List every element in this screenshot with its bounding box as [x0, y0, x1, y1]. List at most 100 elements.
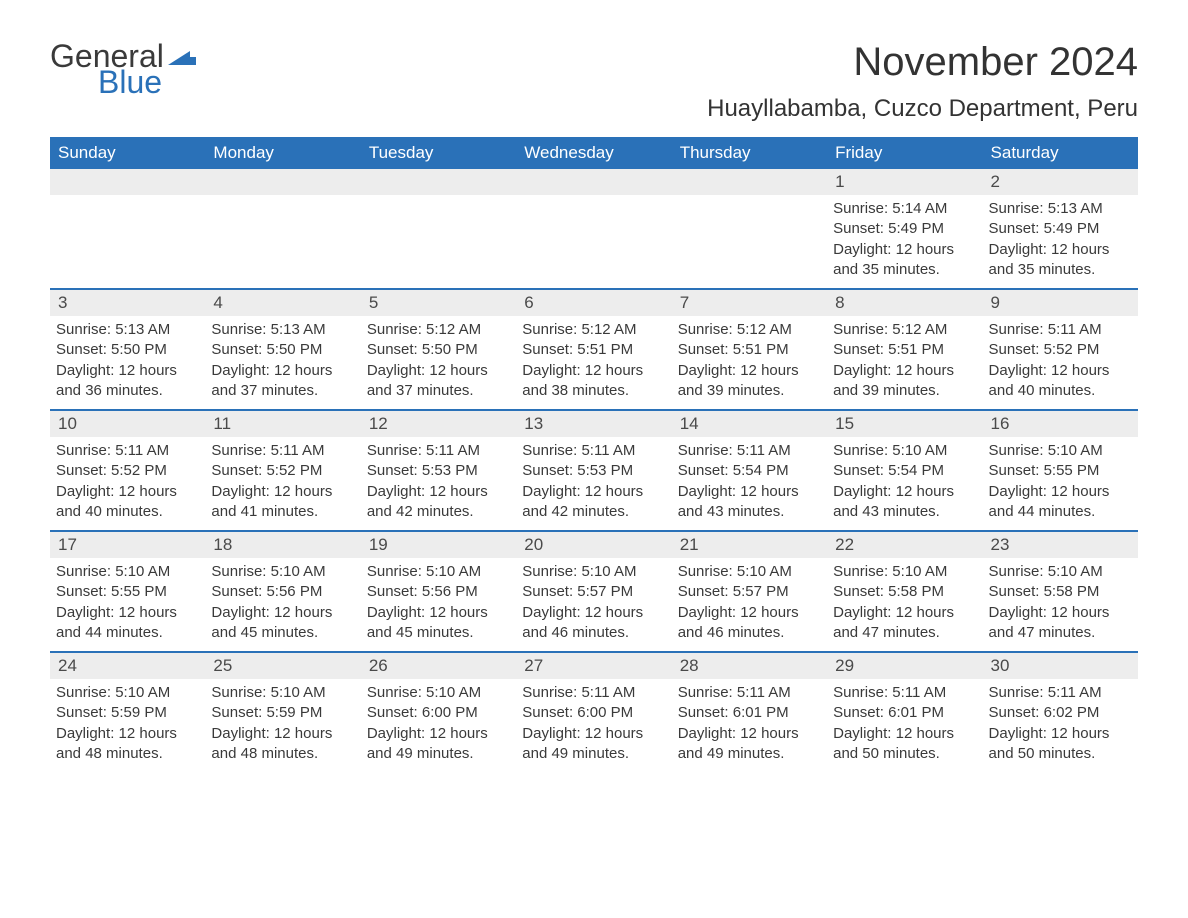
day-cell: 30Sunrise: 5:11 AMSunset: 6:02 PMDayligh… — [983, 653, 1138, 772]
weekday-header: Friday — [827, 137, 982, 169]
sunset-text: Sunset: 5:51 PM — [678, 340, 821, 360]
sunset-text: Sunset: 5:52 PM — [211, 461, 354, 481]
day-cell: 25Sunrise: 5:10 AMSunset: 5:59 PMDayligh… — [205, 653, 360, 772]
day-details: Sunrise: 5:11 AMSunset: 6:01 PMDaylight:… — [672, 679, 827, 772]
daylight-text: Daylight: 12 hours and 47 minutes. — [989, 603, 1132, 644]
day-cell: 7Sunrise: 5:12 AMSunset: 5:51 PMDaylight… — [672, 290, 827, 409]
week-row: 17Sunrise: 5:10 AMSunset: 5:55 PMDayligh… — [50, 530, 1138, 651]
day-number: 18 — [205, 532, 360, 558]
day-details: Sunrise: 5:11 AMSunset: 6:01 PMDaylight:… — [827, 679, 982, 772]
daylight-text: Daylight: 12 hours and 37 minutes. — [367, 361, 510, 402]
sunrise-text: Sunrise: 5:11 AM — [833, 683, 976, 703]
day-cell: 29Sunrise: 5:11 AMSunset: 6:01 PMDayligh… — [827, 653, 982, 772]
weekday-header: Wednesday — [516, 137, 671, 169]
day-details: Sunrise: 5:10 AMSunset: 5:56 PMDaylight:… — [361, 558, 516, 651]
sunrise-text: Sunrise: 5:10 AM — [56, 683, 199, 703]
day-number: 24 — [50, 653, 205, 679]
day-number — [205, 169, 360, 195]
daylight-text: Daylight: 12 hours and 45 minutes. — [211, 603, 354, 644]
day-details: Sunrise: 5:12 AMSunset: 5:50 PMDaylight:… — [361, 316, 516, 409]
day-details: Sunrise: 5:11 AMSunset: 5:53 PMDaylight:… — [516, 437, 671, 530]
day-cell: 6Sunrise: 5:12 AMSunset: 5:51 PMDaylight… — [516, 290, 671, 409]
sunset-text: Sunset: 6:01 PM — [833, 703, 976, 723]
day-details: Sunrise: 5:10 AMSunset: 5:59 PMDaylight:… — [205, 679, 360, 772]
sunrise-text: Sunrise: 5:12 AM — [367, 320, 510, 340]
sunset-text: Sunset: 6:01 PM — [678, 703, 821, 723]
day-cell: 13Sunrise: 5:11 AMSunset: 5:53 PMDayligh… — [516, 411, 671, 530]
day-cell — [50, 169, 205, 288]
weekday-header: Thursday — [672, 137, 827, 169]
daylight-text: Daylight: 12 hours and 35 minutes. — [833, 240, 976, 281]
sunrise-text: Sunrise: 5:13 AM — [211, 320, 354, 340]
daylight-text: Daylight: 12 hours and 36 minutes. — [56, 361, 199, 402]
daylight-text: Daylight: 12 hours and 44 minutes. — [56, 603, 199, 644]
sunset-text: Sunset: 5:56 PM — [367, 582, 510, 602]
sunrise-text: Sunrise: 5:12 AM — [678, 320, 821, 340]
day-cell: 4Sunrise: 5:13 AMSunset: 5:50 PMDaylight… — [205, 290, 360, 409]
day-details: Sunrise: 5:11 AMSunset: 5:54 PMDaylight:… — [672, 437, 827, 530]
day-cell: 3Sunrise: 5:13 AMSunset: 5:50 PMDaylight… — [50, 290, 205, 409]
sunrise-text: Sunrise: 5:10 AM — [833, 562, 976, 582]
day-cell: 15Sunrise: 5:10 AMSunset: 5:54 PMDayligh… — [827, 411, 982, 530]
sunset-text: Sunset: 5:53 PM — [367, 461, 510, 481]
day-number: 8 — [827, 290, 982, 316]
day-number: 22 — [827, 532, 982, 558]
day-number: 30 — [983, 653, 1138, 679]
sunrise-text: Sunrise: 5:10 AM — [367, 562, 510, 582]
sunset-text: Sunset: 5:49 PM — [989, 219, 1132, 239]
day-number: 13 — [516, 411, 671, 437]
sunrise-text: Sunrise: 5:10 AM — [989, 562, 1132, 582]
sunrise-text: Sunrise: 5:11 AM — [522, 441, 665, 461]
daylight-text: Daylight: 12 hours and 41 minutes. — [211, 482, 354, 523]
sunrise-text: Sunrise: 5:10 AM — [367, 683, 510, 703]
day-number: 9 — [983, 290, 1138, 316]
day-number: 2 — [983, 169, 1138, 195]
day-details: Sunrise: 5:11 AMSunset: 6:00 PMDaylight:… — [516, 679, 671, 772]
day-cell: 27Sunrise: 5:11 AMSunset: 6:00 PMDayligh… — [516, 653, 671, 772]
day-number: 10 — [50, 411, 205, 437]
location-subtitle: Huayllabamba, Cuzco Department, Peru — [707, 95, 1138, 123]
daylight-text: Daylight: 12 hours and 46 minutes. — [678, 603, 821, 644]
day-cell: 28Sunrise: 5:11 AMSunset: 6:01 PMDayligh… — [672, 653, 827, 772]
day-number: 12 — [361, 411, 516, 437]
day-details: Sunrise: 5:11 AMSunset: 5:52 PMDaylight:… — [50, 437, 205, 530]
day-cell: 9Sunrise: 5:11 AMSunset: 5:52 PMDaylight… — [983, 290, 1138, 409]
calendar: Sunday Monday Tuesday Wednesday Thursday… — [50, 137, 1138, 772]
month-title: November 2024 — [707, 40, 1138, 85]
day-number: 20 — [516, 532, 671, 558]
day-details: Sunrise: 5:11 AMSunset: 5:52 PMDaylight:… — [983, 316, 1138, 409]
daylight-text: Daylight: 12 hours and 38 minutes. — [522, 361, 665, 402]
sunset-text: Sunset: 5:59 PM — [56, 703, 199, 723]
daylight-text: Daylight: 12 hours and 40 minutes. — [56, 482, 199, 523]
day-cell: 23Sunrise: 5:10 AMSunset: 5:58 PMDayligh… — [983, 532, 1138, 651]
week-row: 24Sunrise: 5:10 AMSunset: 5:59 PMDayligh… — [50, 651, 1138, 772]
day-details: Sunrise: 5:11 AMSunset: 5:53 PMDaylight:… — [361, 437, 516, 530]
sunset-text: Sunset: 5:51 PM — [833, 340, 976, 360]
day-cell: 2Sunrise: 5:13 AMSunset: 5:49 PMDaylight… — [983, 169, 1138, 288]
sunset-text: Sunset: 5:52 PM — [989, 340, 1132, 360]
day-number: 1 — [827, 169, 982, 195]
day-cell — [672, 169, 827, 288]
day-number — [672, 169, 827, 195]
sunrise-text: Sunrise: 5:11 AM — [678, 683, 821, 703]
day-number — [361, 169, 516, 195]
sunset-text: Sunset: 5:58 PM — [833, 582, 976, 602]
day-number: 26 — [361, 653, 516, 679]
daylight-text: Daylight: 12 hours and 43 minutes. — [833, 482, 976, 523]
day-number: 3 — [50, 290, 205, 316]
day-number: 17 — [50, 532, 205, 558]
day-details: Sunrise: 5:10 AMSunset: 5:57 PMDaylight:… — [672, 558, 827, 651]
sunrise-text: Sunrise: 5:11 AM — [989, 683, 1132, 703]
day-cell: 12Sunrise: 5:11 AMSunset: 5:53 PMDayligh… — [361, 411, 516, 530]
sunset-text: Sunset: 5:55 PM — [989, 461, 1132, 481]
daylight-text: Daylight: 12 hours and 47 minutes. — [833, 603, 976, 644]
sunset-text: Sunset: 5:58 PM — [989, 582, 1132, 602]
day-cell: 20Sunrise: 5:10 AMSunset: 5:57 PMDayligh… — [516, 532, 671, 651]
sunrise-text: Sunrise: 5:11 AM — [522, 683, 665, 703]
day-details: Sunrise: 5:11 AMSunset: 5:52 PMDaylight:… — [205, 437, 360, 530]
day-number: 5 — [361, 290, 516, 316]
day-number — [50, 169, 205, 195]
day-details: Sunrise: 5:10 AMSunset: 5:55 PMDaylight:… — [983, 437, 1138, 530]
daylight-text: Daylight: 12 hours and 49 minutes. — [522, 724, 665, 765]
day-cell: 1Sunrise: 5:14 AMSunset: 5:49 PMDaylight… — [827, 169, 982, 288]
